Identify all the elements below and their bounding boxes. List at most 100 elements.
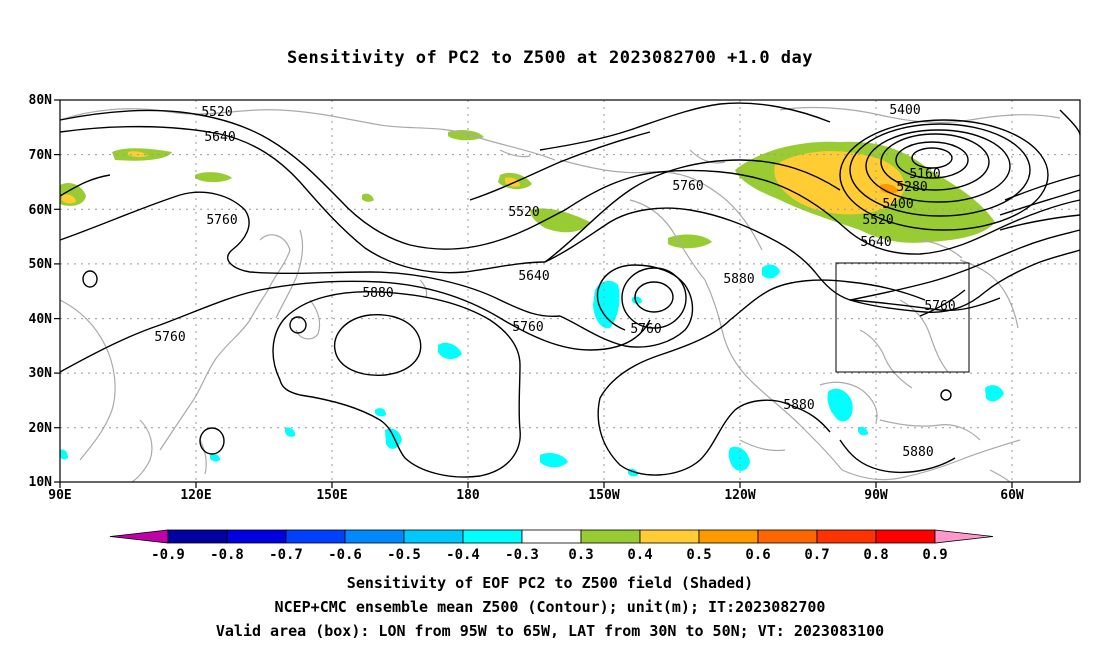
contour-label: 5880: [362, 286, 393, 301]
lon-label: 180: [456, 488, 480, 503]
colorbar-segment: [698, 529, 759, 544]
contour-label: 5760: [924, 299, 955, 314]
valid-area-box: [835, 262, 970, 373]
contour-label: 5640: [204, 130, 235, 145]
colorbar-tick-label: -0.8: [210, 547, 244, 563]
plot-frame: [59, 99, 1081, 483]
shade-orange-1: [880, 183, 898, 194]
lat-label: 50N: [29, 257, 53, 272]
contour-label: 5520: [862, 213, 893, 228]
shade-green-8: [362, 193, 374, 202]
colorbar: -0.9 -0.8 -0.7 -0.6 -0.5 -0.4 -0.3 0.3 0.4 0.5 0.6…: [109, 529, 994, 563]
axis-ticks: [54, 99, 1013, 488]
contour-label: 5880: [902, 445, 933, 460]
caption-line-2: NCEP+CMC ensemble mean Z500 (Contour); u…: [274, 598, 826, 616]
lon-label: 90W: [864, 488, 888, 503]
colorbar-arrow-high: [934, 529, 994, 544]
shade-green-4: [448, 129, 484, 141]
coastlines: [59, 106, 1061, 483]
contour-label: 5640: [860, 235, 891, 250]
lat-label: 80N: [29, 93, 53, 108]
contour-label: 5280: [896, 180, 927, 195]
colorbar-segment: [757, 529, 818, 544]
colorbar-tick-label: 0.5: [686, 547, 711, 563]
colorbar-tick-label: 0.9: [922, 547, 947, 563]
contour-label: 5880: [783, 398, 814, 413]
lon-label: 60W: [1000, 488, 1024, 503]
shade-cyan-1: [593, 280, 620, 329]
contour-label: 5760: [154, 330, 185, 345]
shade-cyan-5: [728, 446, 750, 471]
colorbar-tick-label: -0.5: [387, 547, 421, 563]
colorbar-tick-label: -0.6: [328, 547, 362, 563]
lat-label: 40N: [29, 312, 53, 327]
contour-label: 5760: [630, 322, 661, 337]
caption-line-3: Valid area (box): LON from 95W to 65W, L…: [215, 622, 885, 640]
colorbar-tick-label: -0.7: [269, 547, 303, 563]
colorbar-segment: [344, 529, 405, 544]
shade-cyan-14: [210, 453, 220, 462]
colorbar-segment: [167, 529, 228, 544]
chart-title: Sensitivity of PC2 to Z500 at 2023082700…: [286, 48, 813, 68]
colorbar-tick-label: 0.8: [863, 547, 888, 563]
colorbar-segment: [816, 529, 877, 544]
contour-label: 5520: [508, 205, 539, 220]
colorbar-segment: [521, 529, 582, 544]
lat-label: 30N: [29, 366, 53, 381]
colorbar-segment: [403, 529, 464, 544]
contour-label: 5640: [518, 269, 549, 284]
colorbar-segment: [285, 529, 346, 544]
latitude-labels: 80N 70N 60N 50N 40N 30N 20N 10N: [29, 93, 53, 490]
colorbar-tick-label: 0.3: [568, 547, 593, 563]
colorbar-tick-label: -0.4: [446, 547, 480, 563]
lat-label: 60N: [29, 203, 53, 218]
colorbar-tick-label: 0.4: [627, 547, 652, 563]
colorbar-tick-label: -0.9: [151, 547, 185, 563]
colorbar-segment: [875, 529, 936, 544]
shade-cyan-13: [375, 408, 386, 417]
lat-label: 10N: [29, 475, 53, 490]
shade-cyan-10: [285, 427, 296, 437]
caption-line-1: Sensitivity of EOF PC2 to Z500 field (Sh…: [346, 574, 754, 592]
colorbar-tick-label: -0.3: [505, 547, 539, 563]
lon-label: 90E: [48, 488, 71, 503]
contour-label: 5760: [206, 213, 237, 228]
shade-green-6: [530, 208, 590, 233]
contour-label: 5400: [882, 197, 913, 212]
shade-cyan-9: [60, 449, 68, 460]
shade-yellow-2: [62, 194, 76, 204]
shade-cyan-8: [540, 452, 568, 468]
contour-label: 5760: [512, 320, 543, 335]
lon-label: 150E: [316, 488, 347, 503]
contour-label: 5520: [201, 105, 232, 120]
lon-label: 120W: [724, 488, 755, 503]
shade-cyan-7: [385, 428, 402, 449]
shade-green-3: [195, 172, 232, 183]
colorbar-segment: [580, 529, 641, 544]
shade-yellow: [774, 151, 905, 215]
colorbar-tick-label: 0.7: [804, 547, 829, 563]
lat-label: 70N: [29, 148, 53, 163]
shade-cyan-12: [858, 426, 868, 436]
z500-contours: [59, 102, 1081, 478]
contour-label-group: 5520 5640 5760 5760 5880 5520 5640 5760 5760 5760…: [154, 103, 955, 460]
shade-cyan-2: [762, 264, 780, 279]
colorbar-segment: [462, 529, 523, 544]
lon-label: 120E: [180, 488, 211, 503]
shaded-sensitivity: [60, 129, 1004, 477]
colorbar-segment: [639, 529, 700, 544]
colorbar-tick-label: 0.6: [745, 547, 770, 563]
lat-label: 20N: [29, 421, 53, 436]
contour-label: 5760: [672, 179, 703, 194]
colorbar-arrow-low: [109, 529, 169, 544]
contour-label: 5400: [889, 103, 920, 118]
lon-label: 150W: [588, 488, 619, 503]
shade-cyan-4: [827, 388, 853, 422]
contour-label: 5880: [723, 272, 754, 287]
shade-cyan-3: [438, 342, 462, 360]
grid-lines: [60, 100, 1080, 482]
contour-label: 5160: [909, 167, 940, 182]
colorbar-segment: [226, 529, 287, 544]
shade-green-7: [668, 234, 712, 249]
